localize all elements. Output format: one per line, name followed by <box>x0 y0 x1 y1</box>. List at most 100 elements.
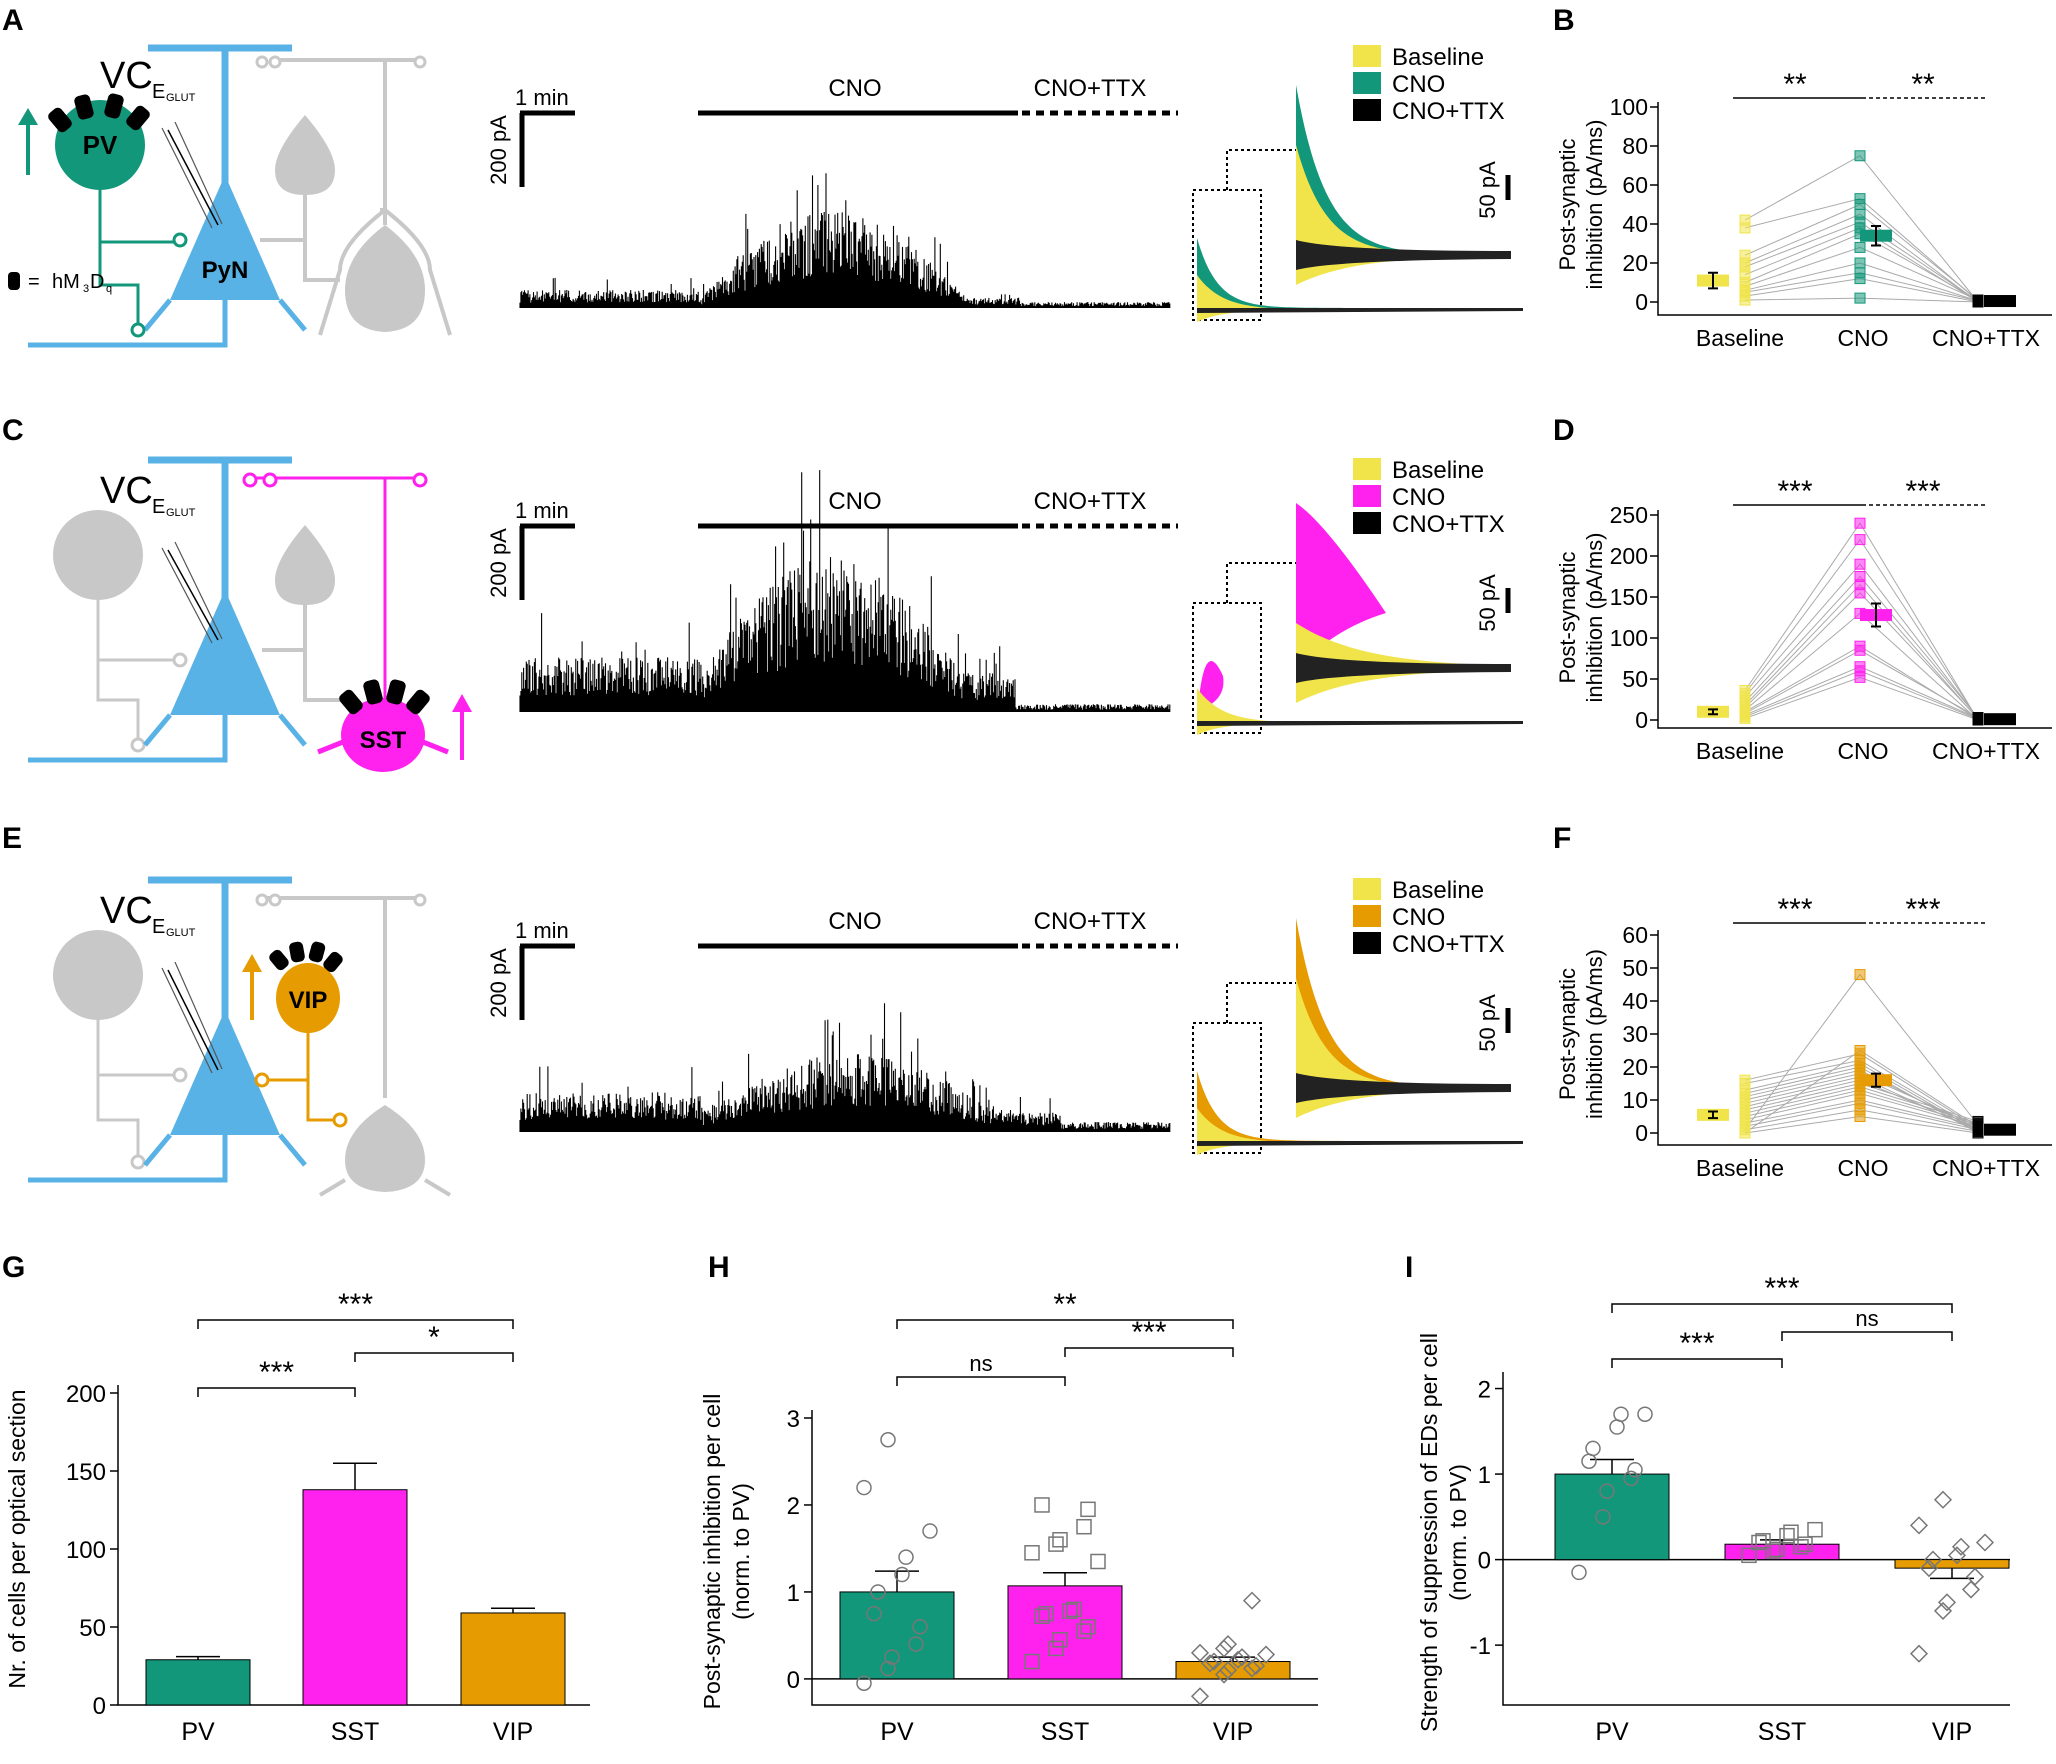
amp-scale-label: 200 pA <box>486 115 511 185</box>
panel-label-d: D <box>1553 414 1575 447</box>
zoom-box <box>1192 1022 1262 1154</box>
legend-label-0: Baseline <box>1392 877 1484 904</box>
data-point <box>1214 1639 1234 1658</box>
inset-small-ttx <box>1197 1141 1523 1146</box>
gray-interneuron <box>53 510 143 600</box>
sig-bracket <box>1611 1358 1783 1368</box>
sig-label-2: *** <box>1905 893 1940 926</box>
axes <box>1502 1372 2010 1706</box>
data-point <box>1228 1650 1248 1669</box>
panel-label-h: H <box>708 1251 730 1284</box>
data-point <box>1090 1553 1106 1570</box>
sem-errorbar <box>875 1570 919 1592</box>
y-axis-label-2: (norm. to PV) <box>1445 1464 1471 1601</box>
data-point <box>1048 1640 1064 1657</box>
sig-label: * <box>428 1321 440 1354</box>
chart-I: -1 0 1 2 PV SST VIP Strength of suppression of … <box>1416 1272 2010 1746</box>
vc-subsub-2: GLUT <box>166 507 196 519</box>
data-point <box>1854 969 1866 981</box>
data-point <box>1232 1648 1252 1667</box>
inset-scale-label: 50 pA <box>1475 994 1500 1052</box>
bar-pv <box>145 1659 251 1706</box>
legend-hm: hM <box>52 271 80 293</box>
x-tick-label: PV <box>181 1718 215 1746</box>
data-point <box>1965 1567 1985 1586</box>
data-point <box>1854 267 1866 279</box>
legend-label-0: Baseline <box>1392 457 1484 484</box>
legend-label-1: CNO <box>1392 71 1445 98</box>
sem-errorbar <box>491 1607 535 1613</box>
data-point <box>1909 1516 1929 1535</box>
sig-label: *** <box>1131 1316 1166 1349</box>
bar-vip <box>1894 1559 2010 1569</box>
axes <box>811 1410 1318 1706</box>
legend-label-1: CNO <box>1392 484 1445 511</box>
zoom-arrow-line <box>1226 982 1303 1023</box>
data-point <box>1783 1524 1799 1540</box>
data-point <box>856 1479 872 1496</box>
inset-scale-label: 50 pA <box>1475 161 1500 219</box>
sig-label: *** <box>338 1288 373 1321</box>
vc-label-2: VC <box>100 470 153 512</box>
pyramidal-neuron <box>170 175 280 300</box>
inset-small-cno <box>1197 238 1643 308</box>
data-point <box>1256 1645 1276 1664</box>
y-tick-label: 100 <box>1610 625 1648 651</box>
schematic-sst: SST VC E GLUT <box>28 456 472 772</box>
x-tick-label: Baseline <box>1696 738 1784 764</box>
data-point <box>1854 661 1866 673</box>
data-point <box>1242 1659 1262 1678</box>
inset-large-ttx <box>1296 240 1511 270</box>
legend-label-1: CNO <box>1392 904 1445 931</box>
sig-bracket <box>197 1387 356 1397</box>
data-point <box>1739 249 1751 261</box>
y-axis-label-1: Post-synaptic <box>1555 551 1580 683</box>
data-point <box>1755 1533 1771 1549</box>
bar-pv <box>839 1591 955 1680</box>
inset-small-baseline <box>1197 1108 1523 1143</box>
y-tick-label: 40 <box>1622 211 1648 237</box>
panel-label-e: E <box>2 822 22 855</box>
y-tick-label: 30 <box>1622 1021 1648 1047</box>
data-point <box>1972 296 1984 308</box>
data-point <box>1076 1623 1092 1639</box>
y-axis-label-2: (norm. to PV) <box>728 1483 754 1620</box>
scale-bar <box>519 523 575 600</box>
y-tick-label: 150 <box>1610 584 1648 610</box>
current-trace <box>519 173 1171 308</box>
x-tick-label: CNO <box>1837 738 1888 764</box>
sig-label-1: *** <box>1777 475 1812 508</box>
inset-large-ttx <box>1296 1073 1511 1103</box>
sem-errorbar <box>1995 299 2005 303</box>
data-point <box>1854 241 1866 253</box>
data-point <box>1951 1537 1971 1556</box>
data-point <box>1972 1124 1984 1136</box>
y-tick-label: 60 <box>1622 172 1648 198</box>
sem-errorbar <box>1871 602 1881 628</box>
sig-bracket <box>896 1319 1234 1329</box>
data-point <box>1080 1501 1096 1518</box>
sig-bracket <box>354 1352 514 1362</box>
sig-bracket <box>1064 1347 1234 1357</box>
gray-neuron-soma <box>275 115 335 195</box>
inset-small-ttx <box>1197 721 1523 726</box>
y-tick-label: 150 <box>66 1459 106 1486</box>
x-tick-label: Baseline <box>1696 325 1784 351</box>
data-point <box>880 1431 896 1448</box>
data-point <box>1807 1521 1823 1538</box>
inset-large-cno <box>1296 503 1386 668</box>
data-point <box>1190 1687 1210 1706</box>
x-tick-label: VIP <box>493 1718 533 1746</box>
time-scale-label: 1 min <box>515 85 569 110</box>
panel-label-i: I <box>1405 1251 1413 1284</box>
scale-bar <box>519 943 575 1020</box>
cno-label: CNO <box>828 908 881 935</box>
data-point <box>1793 1539 1809 1555</box>
y-tick-label: 50 <box>1622 666 1648 692</box>
legend-swatch-1 <box>1353 905 1381 927</box>
chart-G: 0 50 100 150 200 PV SST VIP Nr. of cells per opt… <box>4 1288 590 1746</box>
data-point <box>1909 1644 1929 1663</box>
data-point <box>1200 1654 1220 1673</box>
